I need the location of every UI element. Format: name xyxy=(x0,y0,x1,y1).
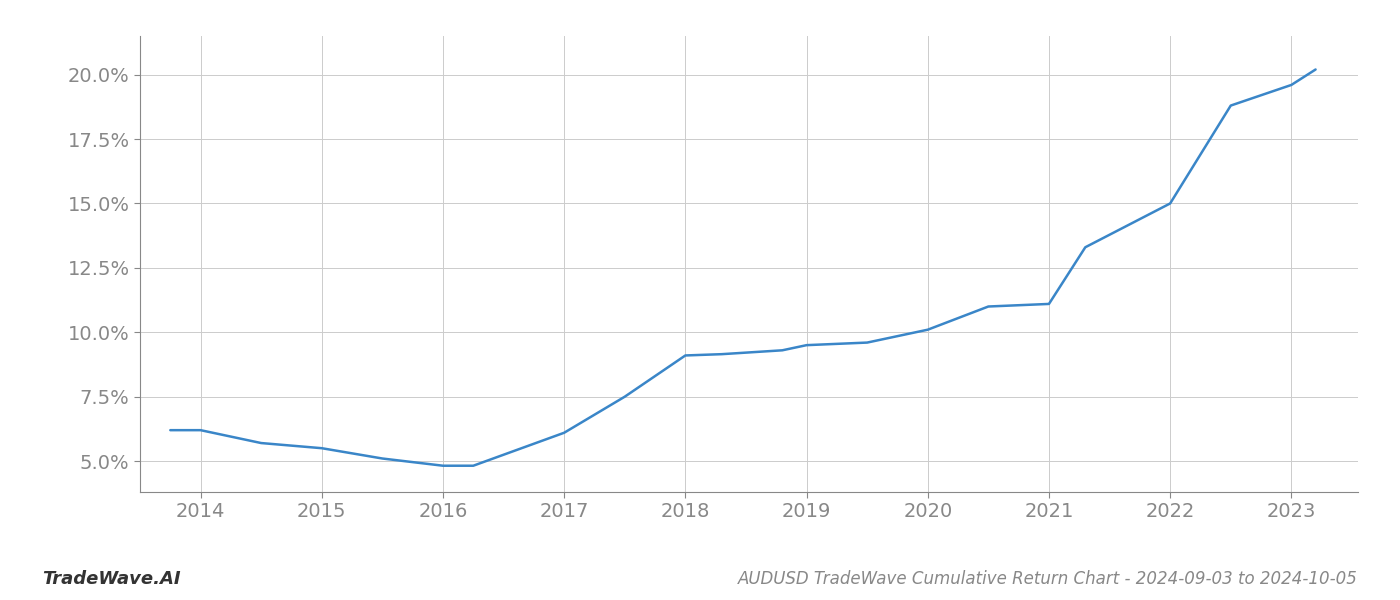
Text: AUDUSD TradeWave Cumulative Return Chart - 2024-09-03 to 2024-10-05: AUDUSD TradeWave Cumulative Return Chart… xyxy=(738,570,1358,588)
Text: TradeWave.AI: TradeWave.AI xyxy=(42,570,181,588)
